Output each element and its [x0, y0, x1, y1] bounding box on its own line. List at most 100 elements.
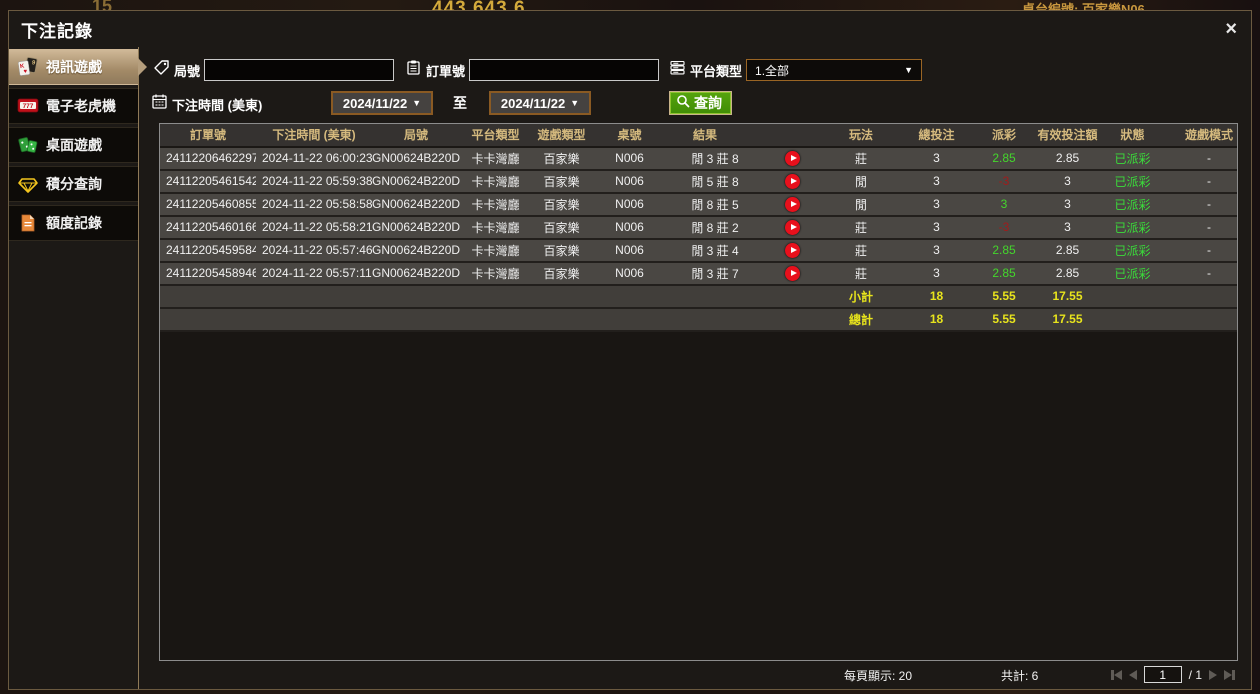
cell-platform: 卡卡灣廳: [460, 169, 531, 194]
cell-total-bet: 3: [899, 261, 974, 286]
cell-payout: 3: [974, 192, 1034, 217]
sidebar-item-table-games[interactable]: 桌面遊戲: [9, 127, 138, 163]
cell-round: GN00624B220DO: [372, 261, 460, 286]
date-to-value: 2024/11/22: [500, 95, 566, 111]
play-video-button[interactable]: [785, 196, 800, 212]
col-total-bet: 總投注: [899, 123, 974, 148]
close-icon[interactable]: ×: [1225, 18, 1237, 40]
cell-mode: -: [1164, 261, 1237, 286]
background-big-amount: 443,643.6: [432, 0, 526, 12]
play-video-button[interactable]: [785, 150, 800, 166]
first-page-button[interactable]: [1110, 669, 1122, 680]
sidebar-item-points[interactable]: 積分查詢: [9, 166, 138, 202]
search-button-label: 查詢: [694, 95, 722, 111]
cell-time: 2024-11-22 06:00:23: [256, 146, 372, 171]
sidebar-item-label: 額度記錄: [46, 215, 102, 231]
play-video-button[interactable]: [785, 242, 800, 258]
round-number-label: 局號: [174, 63, 201, 79]
slot-777-icon: 777: [17, 95, 39, 117]
cell-play-type: 莊: [823, 146, 899, 171]
cell-result: 閒 8 莊 2: [667, 215, 823, 240]
svg-text:777: 777: [23, 103, 34, 110]
platform-type-label: 平台類型: [690, 63, 743, 79]
cell-play-type: 閒: [823, 169, 899, 194]
dominoes-icon: [17, 134, 39, 156]
prev-page-button[interactable]: [1128, 669, 1137, 680]
col-valid-bet: 有效投注額: [1034, 123, 1101, 148]
background-top-strip: 15 443,643.6 桌台編號: 百家樂N06: [0, 0, 1260, 12]
date-from-picker[interactable]: 2024/11/22 ▼: [331, 91, 433, 115]
cell-time: 2024-11-22 05:57:11: [256, 261, 372, 286]
col-time: 下注時間 (美東): [256, 123, 372, 148]
cell-time: 2024-11-22 05:58:21: [256, 215, 372, 240]
cell-order: 241122054608550: [160, 192, 256, 217]
cell-status: 已派彩: [1101, 261, 1164, 286]
play-video-button[interactable]: [785, 173, 800, 189]
search-icon: [676, 94, 690, 113]
search-button[interactable]: 查詢: [669, 91, 732, 115]
result-text: 閒 3 莊 8: [691, 151, 739, 166]
cell-play-type: 莊: [823, 215, 899, 240]
cell-payout: 2.85: [974, 261, 1034, 286]
subtotal-total-bet: 18: [899, 284, 974, 309]
cell-order: 241122064622978: [160, 146, 256, 171]
table-body: 241122064622978 2024-11-22 06:00:23 GN0062…: [160, 146, 1237, 286]
cell-valid-bet: 2.85: [1034, 146, 1101, 171]
cell-order: 241122054595842: [160, 238, 256, 263]
play-video-button[interactable]: [785, 219, 800, 235]
table-footer: 每頁顯示: 20 共計: 6 1 / 1: [139, 661, 1251, 689]
cell-total-bet: 3: [899, 215, 974, 240]
cell-order: 241122054589469: [160, 261, 256, 286]
cell-result: 閒 5 莊 8: [667, 169, 823, 194]
sidebar-item-slots[interactable]: 777 電子老虎機: [9, 88, 138, 124]
result-text: 閒 5 莊 8: [691, 174, 739, 189]
cell-game: 百家樂: [531, 146, 592, 171]
cell-time: 2024-11-22 05:57:46: [256, 238, 372, 263]
cell-status: 已派彩: [1101, 215, 1164, 240]
table-row: 241122064622978 2024-11-22 06:00:23 GN0062…: [160, 146, 1237, 171]
cell-platform: 卡卡灣廳: [460, 238, 531, 263]
next-page-button[interactable]: [1209, 669, 1217, 680]
records-table-container: 訂單號 下注時間 (美東) 局號 平台類型 遊戲類型 桌號 結果 玩法 總投注 …: [159, 122, 1238, 662]
cell-status: 已派彩: [1101, 146, 1164, 171]
subtotal-row: 小計 18 5.55 17.55: [160, 284, 1237, 309]
round-number-input[interactable]: [204, 59, 395, 81]
cell-table-number: N006: [592, 261, 667, 286]
total-payout: 5.55: [974, 307, 1034, 332]
cell-order: 241122054615420: [160, 169, 256, 194]
cell-play-type: 閒: [823, 192, 899, 217]
table-row: 241122054608550 2024-11-22 05:58:58 GN0062…: [160, 192, 1237, 217]
svg-text:9: 9: [31, 60, 36, 67]
sidebar: 9 K ♥ 視訊遊戲 777 電子老虎機: [9, 47, 147, 689]
tag-icon: [153, 59, 170, 81]
cell-status: 已派彩: [1101, 169, 1164, 194]
date-range-to-label: 至: [453, 95, 467, 111]
sidebar-item-video-games[interactable]: 9 K ♥ 視訊遊戲: [9, 49, 147, 85]
cell-total-bet: 3: [899, 169, 974, 194]
dialog-titlebar: 下注記錄 ×: [9, 11, 1251, 47]
cell-result: 閒 8 莊 5: [667, 192, 823, 217]
cell-game: 百家樂: [531, 261, 592, 286]
cell-total-bet: 3: [899, 192, 974, 217]
cell-time: 2024-11-22 05:58:58: [256, 192, 372, 217]
calendar-icon: [151, 93, 168, 115]
last-page-button[interactable]: [1224, 669, 1235, 680]
svg-text:K: K: [20, 63, 26, 70]
cell-payout: 2.85: [974, 238, 1034, 263]
sidebar-item-credit-records[interactable]: 額度記錄: [9, 205, 138, 241]
cell-play-type: 莊: [823, 261, 899, 286]
cell-round: GN00624B220DS: [372, 169, 460, 194]
platform-type-select[interactable]: 1.全部 ▼: [746, 59, 923, 81]
date-to-picker[interactable]: 2024/11/22 ▼: [489, 91, 591, 115]
table-row: 241122054595842 2024-11-22 05:57:46 GN0062…: [160, 238, 1237, 263]
play-video-button[interactable]: [785, 265, 800, 281]
cell-payout: 2.85: [974, 146, 1034, 171]
records-table: 訂單號 下注時間 (美東) 局號 平台類型 遊戲類型 桌號 結果 玩法 總投注 …: [160, 123, 1237, 332]
col-mode: 遊戲模式: [1164, 123, 1237, 148]
background-table-label: 桌台編號: 百家樂N06: [1022, 2, 1145, 12]
cell-game: 百家樂: [531, 169, 592, 194]
sidebar-item-label: 積分查詢: [46, 176, 102, 192]
cell-table-number: N006: [592, 192, 667, 217]
page-number-input[interactable]: 1: [1143, 666, 1182, 684]
order-number-input[interactable]: [469, 59, 660, 81]
